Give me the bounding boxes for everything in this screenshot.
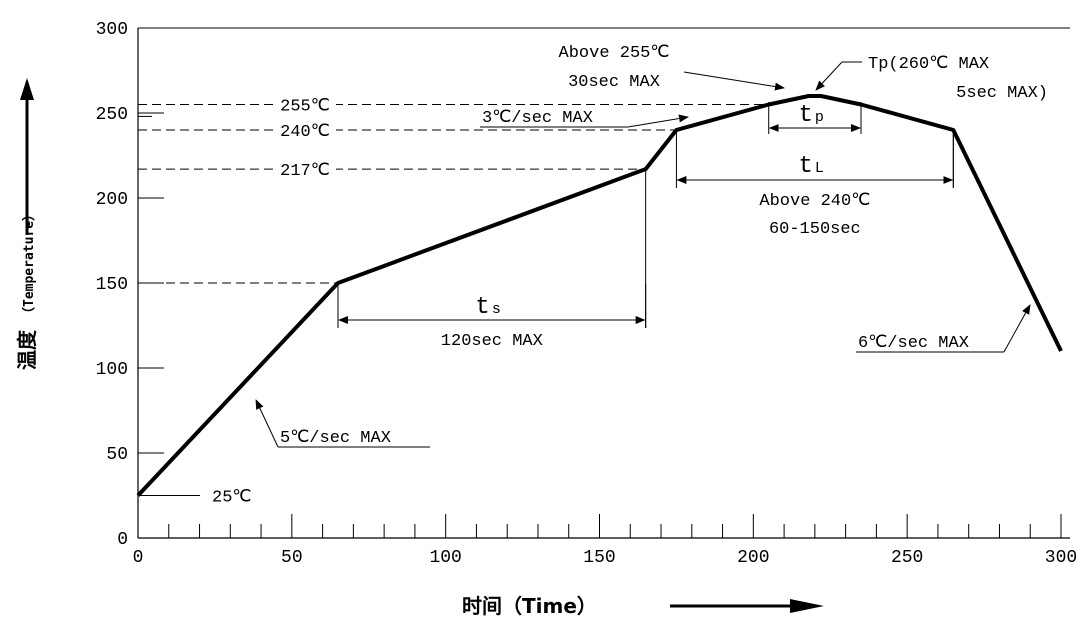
series-group [136,94,1063,497]
ref-label-255: 255℃ [280,98,330,117]
x-tick-label-200: 200 [737,548,769,568]
reference-lines: 255℃ 240℃ 217℃ [138,94,769,284]
x-tick-label-50: 50 [281,548,303,568]
y-axis-title-cn: 温度 [15,329,39,370]
tL-subscript: L [815,160,824,177]
above255-line1: Above 255℃ [559,44,670,63]
x-arrow-head [790,599,824,613]
y-axis-title-en: （Temperature） [21,208,37,320]
x-tick-label-100: 100 [429,548,461,568]
tL-note-line2: 60-150sec [769,220,861,239]
ts-symbol: t [475,294,489,321]
ramp-mid-label: 3℃/sec MAX [482,109,593,128]
y-tick-label-0: 0 [117,530,128,550]
x-axis-title-group: 时间（Time） [462,594,824,618]
above255-line2: 30sec MAX [568,73,660,92]
x-axis-title: 时间（Time） [462,594,597,618]
ramp-mid-arrow [627,114,689,128]
y-axis-ticks: 0 50 100 150 200 250 300 [96,20,164,550]
tp-symbol: t [798,102,812,129]
y-arrow-head [20,78,34,100]
ref-label-bg-217 [276,159,336,180]
y-axis-title-group: 温度 （Temperature） [15,78,39,370]
ts-subscript: s [492,301,501,318]
tL-note-line1: Above 240℃ [759,192,870,211]
start-temp-label: 25℃ [212,489,252,508]
tp-subscript: p [815,109,824,126]
ref-label-bg-240 [276,120,336,140]
ramp-up-arrow [255,399,279,448]
y-tick-label-300: 300 [96,20,128,40]
ramp-down-label: 6℃/sec MAX [858,334,969,353]
ref-label-240: 240℃ [280,123,330,142]
y-tick-label-150: 150 [96,275,128,295]
peak-line1: Tp(260℃ MAX [868,55,989,74]
peak-line2: 5sec MAX) [956,84,1048,103]
x-tick-label-150: 150 [583,548,615,568]
y-tick-label-100: 100 [96,360,128,380]
y-tick-label-200: 200 [96,190,128,210]
above255-arrow [683,71,785,91]
ts-note: 120sec MAX [441,332,543,351]
ref-label-bg-255 [276,94,336,115]
tL-symbol: t [798,153,812,180]
profile-line-0 [136,94,1063,497]
y-tick-label-250: 250 [96,105,128,125]
x-tick-label-250: 250 [891,548,923,568]
y-tick-label-50: 50 [106,445,128,465]
ramp-up-label: 5℃/sec MAX [280,429,391,448]
peak-arrow [815,61,843,91]
x-tick-label-300: 300 [1045,548,1077,568]
ramp-down-arrow [1003,304,1031,353]
x-axis-ticks: 0 50 100 150 200 250 300 [133,514,1077,568]
annotations: 25℃ 5℃/sec MAX 3℃/sec MAX Above 255℃ 30sec M… [138,44,1048,508]
x-tick-label-0: 0 [133,548,144,568]
ref-label-217: 217℃ [280,162,330,181]
